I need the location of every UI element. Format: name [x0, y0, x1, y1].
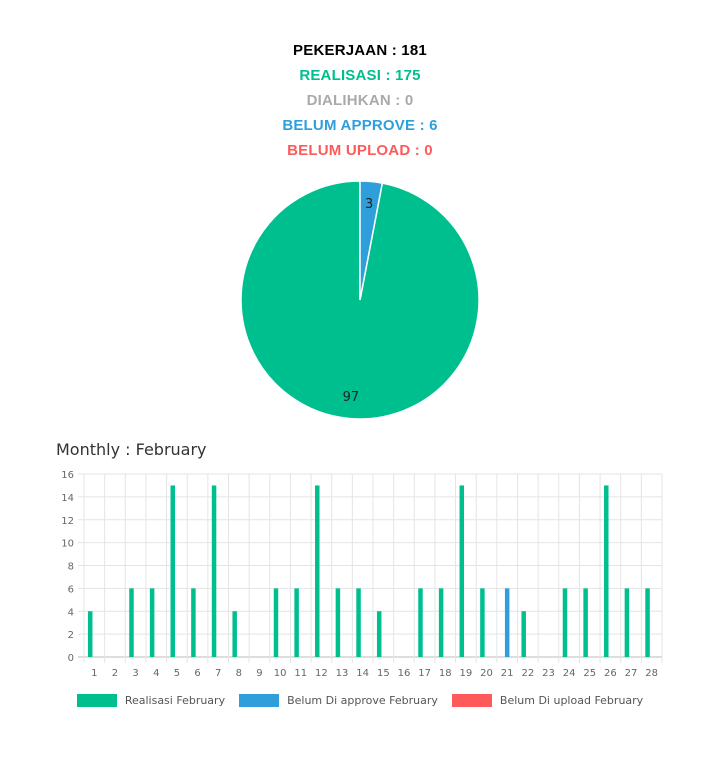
legend-item-belum-upload[interactable]: Belum Di upload February — [451, 694, 644, 707]
bar-realisasi-february-20[interactable] — [480, 588, 485, 657]
x-tick-label: 24 — [563, 668, 576, 679]
bar-realisasi-february-18[interactable] — [438, 588, 444, 657]
x-tick-label: 14 — [356, 668, 369, 679]
bar-realisasi-february-14[interactable] — [356, 588, 361, 657]
x-tick-label: 13 — [336, 668, 349, 679]
x-tick-label: 20 — [480, 668, 493, 679]
bar-belum-di-approve-february-21[interactable] — [504, 588, 510, 657]
bar-realisasi-february-12[interactable] — [315, 485, 320, 657]
pekerjaan-total: PEKERJAAN : 181 — [293, 42, 427, 59]
x-tick-label: 28 — [645, 668, 658, 679]
monthly-title: Monthly : February — [56, 440, 207, 459]
x-tick-label: 7 — [215, 668, 221, 679]
legend-label-belum-upload: Belum Di upload February — [499, 694, 644, 707]
x-tick-label: 10 — [274, 668, 287, 679]
x-tick-label: 22 — [521, 668, 534, 679]
bar-realisasi-february-8[interactable] — [232, 611, 237, 657]
bar-realisasi-february-13[interactable] — [335, 588, 341, 657]
x-tick-label: 23 — [542, 668, 555, 679]
bar-legend: Realisasi February Belum Di approve Febr… — [0, 694, 720, 707]
bar-realisasi-february-1[interactable] — [87, 611, 93, 657]
x-tick-label: 5 — [174, 668, 180, 679]
bar-realisasi-february-5[interactable] — [170, 485, 176, 657]
x-tick-label: 26 — [604, 668, 617, 679]
bar-realisasi-february-10[interactable] — [273, 588, 279, 657]
x-tick-label: 25 — [583, 668, 596, 679]
x-tick-label: 21 — [501, 668, 514, 679]
bar-realisasi-february-15[interactable] — [376, 611, 382, 657]
x-tick-label: 27 — [625, 668, 638, 679]
bar-realisasi-february-26[interactable] — [604, 485, 609, 657]
x-tick-label: 16 — [398, 668, 411, 679]
bar-realisasi-february-17[interactable] — [418, 588, 423, 657]
x-tick-label: 3 — [132, 668, 138, 679]
x-tick-label: 1 — [91, 668, 97, 679]
bar-realisasi-february-7[interactable] — [211, 485, 217, 657]
x-tick-label: 8 — [236, 668, 242, 679]
y-tick-label: 0 — [68, 653, 74, 664]
dialihkan-total: DIALIHKAN : 0 — [306, 92, 414, 109]
bar-realisasi-february-25[interactable] — [583, 588, 588, 657]
y-tick-label: 6 — [68, 584, 74, 595]
pie-label-realisasi: 97 — [343, 390, 360, 405]
y-tick-label: 12 — [61, 516, 74, 527]
belum-upload-total: BELUM UPLOAD : 0 — [287, 142, 433, 159]
y-tick-label: 8 — [68, 562, 74, 573]
y-tick-label: 14 — [61, 493, 74, 504]
x-tick-label: 17 — [418, 668, 431, 679]
x-tick-label: 9 — [256, 668, 262, 679]
x-tick-label: 15 — [377, 668, 390, 679]
bar-realisasi-february-4[interactable] — [149, 588, 155, 657]
legend-item-realisasi[interactable]: Realisasi February — [76, 694, 226, 707]
bar-realisasi-february-3[interactable] — [129, 588, 134, 657]
y-tick-label: 16 — [61, 470, 74, 481]
legend-item-belum-approve[interactable]: Belum Di approve February — [239, 694, 438, 707]
bar-realisasi-february-28[interactable] — [645, 588, 650, 657]
x-tick-label: 19 — [460, 668, 473, 679]
x-tick-label: 12 — [315, 668, 328, 679]
bar-realisasi-february-11[interactable] — [294, 588, 299, 657]
legend-label-belum-approve: Belum Di approve February — [287, 694, 438, 707]
bar-realisasi-february-24[interactable] — [562, 588, 568, 657]
legend-swatch-realisasi — [76, 694, 117, 707]
x-tick-label: 4 — [153, 668, 159, 679]
legend-label-realisasi: Realisasi February — [124, 694, 226, 707]
x-tick-label: 2 — [112, 668, 118, 679]
pie-chart: 97 3 — [240, 180, 480, 420]
belum-approve-total: BELUM APPROVE : 6 — [282, 117, 438, 134]
legend-swatch-belum-upload — [451, 694, 492, 707]
bar-realisasi-february-19[interactable] — [459, 485, 465, 657]
summary-panel: PEKERJAAN : 181 REALISASI : 175 DIALIHKA… — [0, 38, 720, 163]
y-tick-label: 2 — [68, 630, 74, 641]
x-tick-label: 6 — [194, 668, 200, 679]
x-tick-label: 18 — [439, 668, 452, 679]
y-tick-label: 4 — [68, 607, 74, 618]
legend-swatch-belum-approve — [239, 694, 280, 707]
pie-slice-belum-approve[interactable] — [359, 180, 384, 301]
y-tick-label: 10 — [61, 539, 74, 550]
bar-realisasi-february-27[interactable] — [624, 588, 630, 657]
pie-label-belum-approve: 3 — [365, 197, 373, 212]
realisasi-total: REALISASI : 175 — [299, 67, 421, 84]
bar-realisasi-february-22[interactable] — [521, 611, 526, 657]
x-tick-label: 11 — [294, 668, 307, 679]
bar-realisasi-february-6[interactable] — [191, 588, 196, 657]
